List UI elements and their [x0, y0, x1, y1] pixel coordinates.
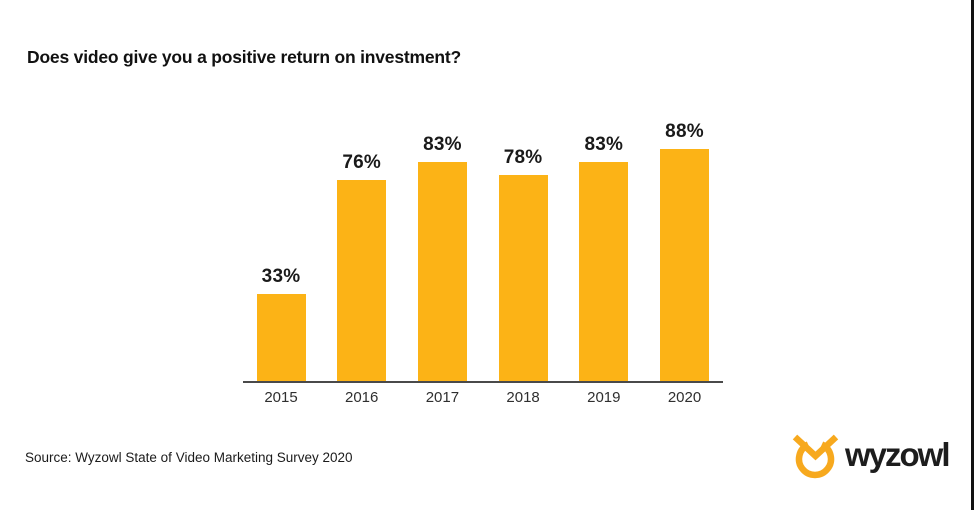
x-tick-label-2019: 2019 — [587, 389, 621, 406]
x-tick-label-2016: 2016 — [345, 389, 379, 406]
wyzowl-owl-icon — [792, 434, 839, 478]
bar-value-label-2018: 78% — [503, 147, 543, 168]
bar-value-label-2019: 83% — [584, 134, 624, 155]
x-tick-label-2015: 2015 — [264, 389, 298, 406]
bar-2016 — [337, 180, 387, 381]
bar-2020 — [660, 149, 709, 381]
bar-2017 — [417, 162, 467, 381]
bar-2018 — [498, 175, 548, 381]
bar-2015 — [256, 294, 306, 381]
wyzowl-wordmark: wyzowl — [845, 436, 951, 473]
wyzowl-logo: wyzowl — [791, 431, 951, 479]
x-tick-label-2017: 2017 — [425, 389, 460, 406]
bar-value-label-2015: 33% — [261, 266, 301, 287]
source-caption: Source: Wyzowl State of Video Marketing … — [25, 450, 353, 465]
x-tick-label-2020: 2020 — [667, 389, 702, 406]
chart-title: Does video give you a positive return on… — [27, 47, 462, 67]
bar-value-label-2017: 83% — [423, 134, 462, 155]
bar-value-label-2020: 88% — [665, 121, 704, 142]
bar-value-label-2016: 76% — [342, 152, 381, 173]
bar-2019 — [579, 162, 629, 381]
right-edge-border — [971, 0, 974, 510]
x-axis-line — [243, 381, 723, 383]
x-tick-label-2018: 2018 — [506, 389, 540, 406]
